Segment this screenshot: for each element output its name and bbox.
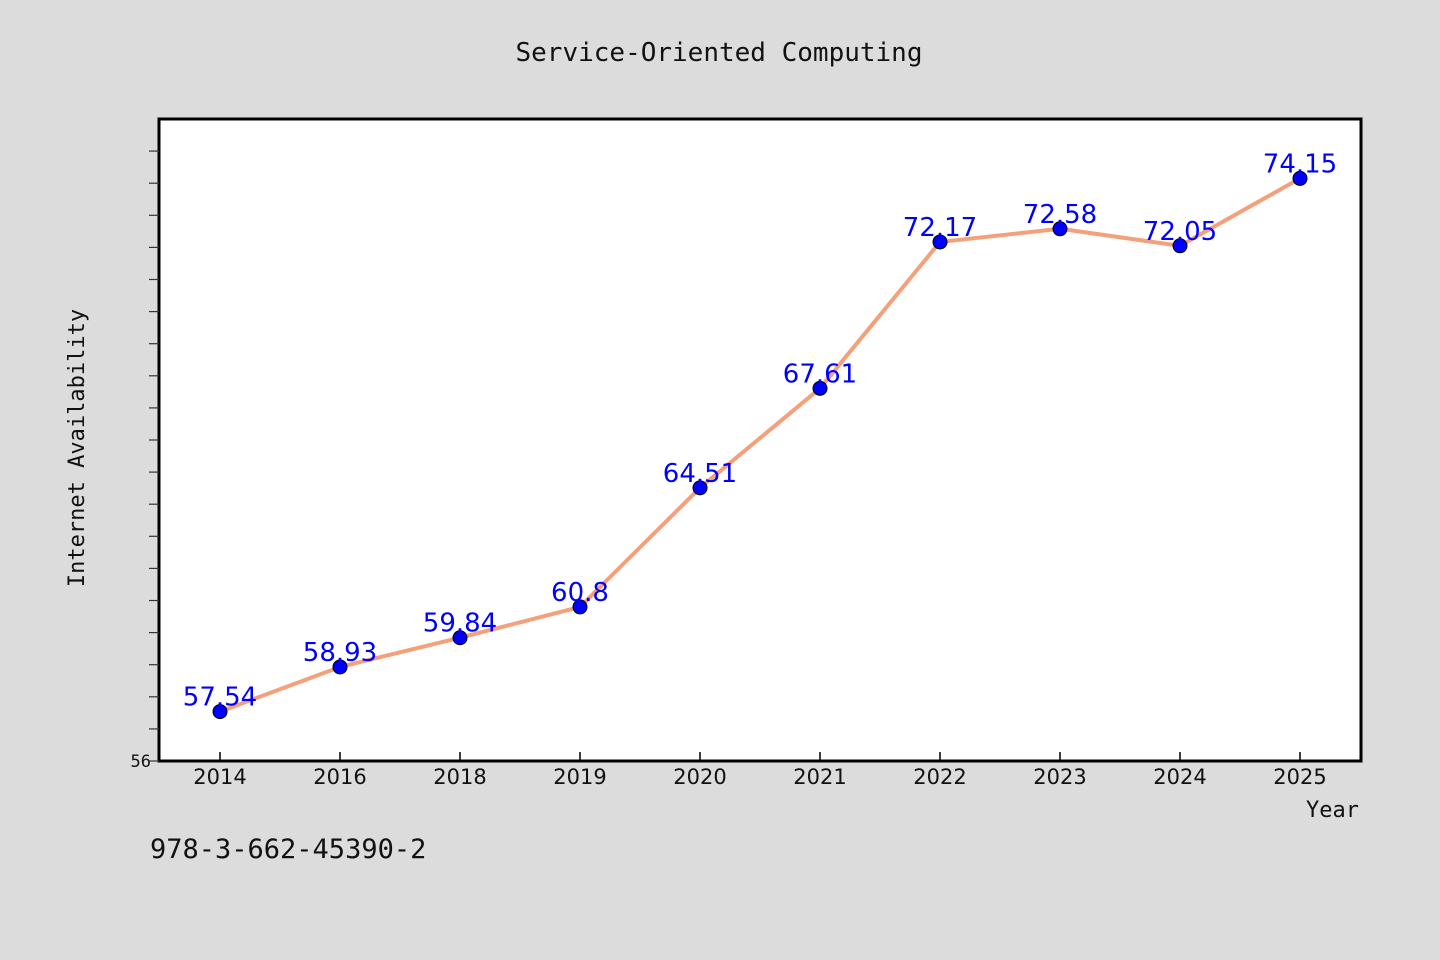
data-point [812, 380, 828, 396]
data-point [932, 234, 948, 250]
series-group: 57.54 58.93 59.84 60.8 64.51 67.61 72.17 72.58 7… [183, 149, 1337, 720]
x-tick-label: 2021 [793, 765, 846, 789]
data-label: 58.93 [303, 638, 377, 668]
x-tick-label: 2016 [313, 765, 366, 789]
x-tick-label: 2022 [913, 765, 966, 789]
data-label: 64.51 [663, 459, 737, 489]
data-point [212, 704, 228, 720]
data-point [1172, 238, 1188, 254]
x-tick-label: 2023 [1033, 765, 1086, 789]
data-point [332, 659, 348, 675]
data-label: 72.17 [903, 213, 977, 243]
data-label: 72.05 [1143, 217, 1217, 247]
x-tick-label: 2025 [1273, 765, 1326, 789]
data-label: 72.58 [1023, 200, 1097, 230]
data-label: 57.54 [183, 683, 257, 713]
x-tick-label: 2019 [553, 765, 606, 789]
data-point [452, 630, 468, 646]
data-label: 60.8 [551, 578, 609, 608]
x-axis-label: Year [1306, 798, 1359, 823]
y-tick-label: 56 [131, 752, 151, 772]
data-label: 59.84 [423, 609, 497, 639]
y-axis-ticks: 56 [131, 150, 159, 772]
data-point [1292, 170, 1308, 186]
data-point [572, 599, 588, 615]
data-label: 74.15 [1263, 149, 1337, 179]
x-tick-label: 2014 [193, 765, 246, 789]
isbn-text: 978-3-662-45390-2 [150, 834, 427, 865]
data-point [1052, 221, 1068, 237]
y-axis-label: Internet Availability [65, 309, 90, 587]
x-axis-ticks: 2014 2016 2018 2019 2020 2021 2022 2023 2024 2025 [193, 752, 1327, 789]
data-point [692, 480, 708, 496]
chart-title: Service-Oriented Computing [516, 38, 923, 68]
series-line [218, 176, 1302, 714]
x-tick-label: 2018 [433, 765, 486, 789]
x-tick-label: 2024 [1153, 765, 1206, 789]
x-tick-label: 2020 [673, 765, 726, 789]
data-label: 67.61 [783, 359, 857, 389]
